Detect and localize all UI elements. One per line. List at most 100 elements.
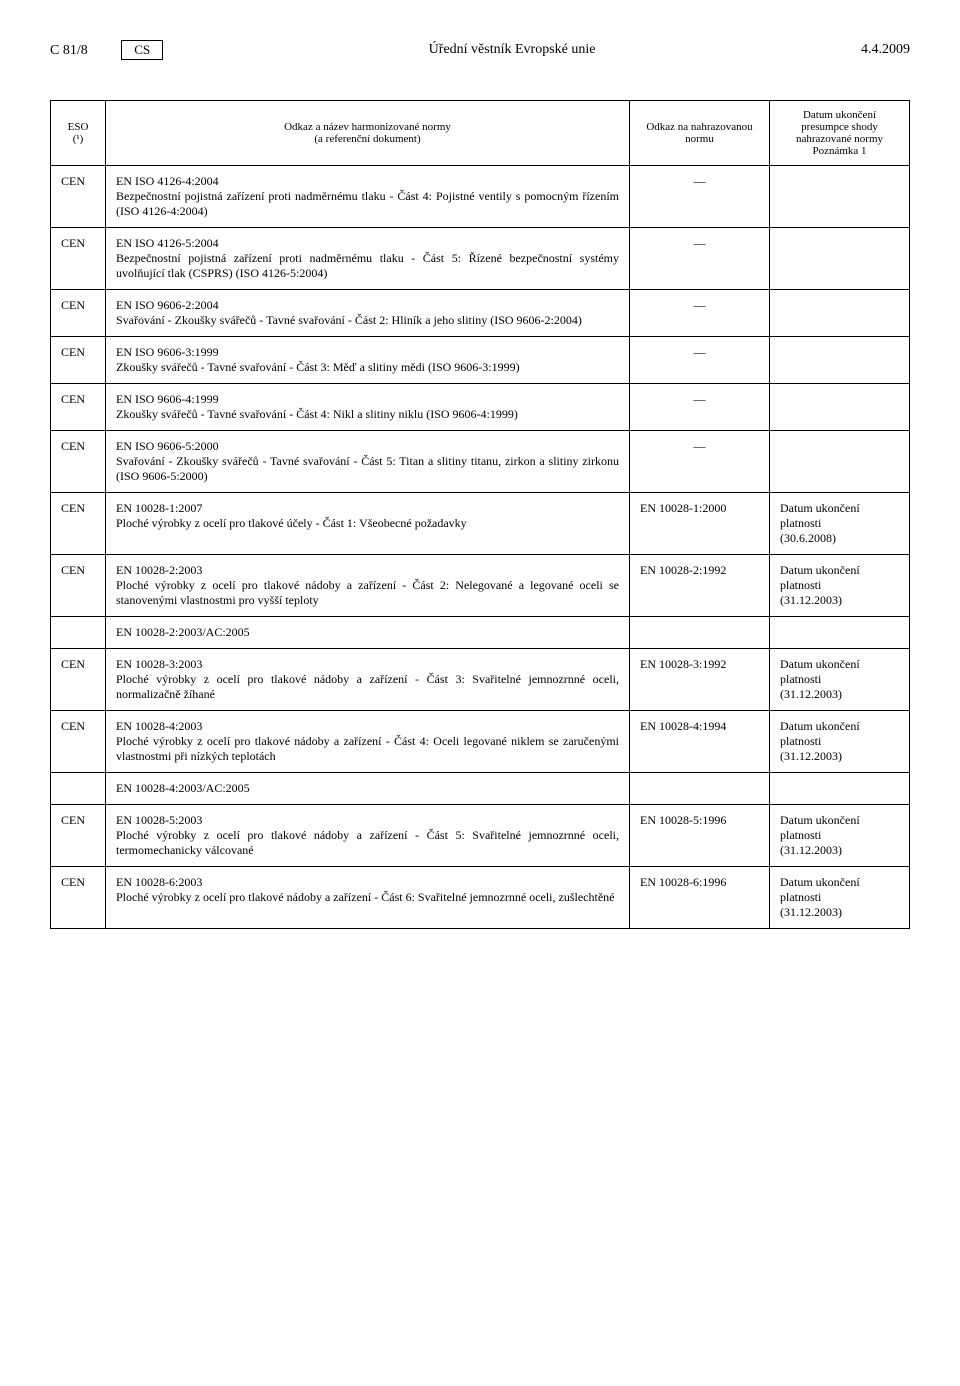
cell-ref: EN 10028-2:1992 bbox=[630, 555, 770, 617]
standard-desc: Ploché výrobky z ocelí pro tlakové účely… bbox=[116, 516, 619, 531]
cell-standard: EN 10028-4:2003/AC:2005 bbox=[106, 773, 630, 805]
cell-date: Datum ukončení platnosti (31.12.2003) bbox=[770, 649, 910, 711]
cell-ref bbox=[630, 773, 770, 805]
cell-date: Datum ukončení platnosti (30.6.2008) bbox=[770, 493, 910, 555]
standard-code: EN 10028-2:2003 bbox=[116, 563, 619, 578]
cell-date bbox=[770, 431, 910, 493]
col-eso: ESO (¹) bbox=[51, 101, 106, 166]
cell-standard: EN 10028-6:2003Ploché výrobky z ocelí pr… bbox=[106, 867, 630, 929]
cell-date: Datum ukončení platnosti (31.12.2003) bbox=[770, 805, 910, 867]
cell-standard: EN 10028-5:2003Ploché výrobky z ocelí pr… bbox=[106, 805, 630, 867]
cell-date bbox=[770, 166, 910, 228]
standard-code: EN ISO 4126-4:2004 bbox=[116, 174, 619, 189]
table-row: EN 10028-4:2003/AC:2005 bbox=[51, 773, 910, 805]
standard-code: EN 10028-3:2003 bbox=[116, 657, 619, 672]
standard-desc: Ploché výrobky z ocelí pro tlakové nádob… bbox=[116, 672, 619, 702]
cell-ref: EN 10028-4:1994 bbox=[630, 711, 770, 773]
standard-desc: Ploché výrobky z ocelí pro tlakové nádob… bbox=[116, 734, 619, 764]
standard-code: EN ISO 9606-5:2000 bbox=[116, 439, 619, 454]
cell-eso: CEN bbox=[51, 867, 106, 929]
cell-date: Datum ukončení platnosti (31.12.2003) bbox=[770, 555, 910, 617]
cell-ref: — bbox=[630, 384, 770, 431]
cell-standard: EN ISO 9606-4:1999Zkoušky svářečů - Tavn… bbox=[106, 384, 630, 431]
cell-eso: CEN bbox=[51, 555, 106, 617]
table-row: CEN EN 10028-2:2003Ploché výrobky z ocelí… bbox=[51, 555, 910, 617]
cell-standard: EN ISO 4126-4:2004Bezpečnostní pojistná … bbox=[106, 166, 630, 228]
cell-standard: EN 10028-3:2003Ploché výrobky z ocelí pr… bbox=[106, 649, 630, 711]
col-ref: Odkaz na nahrazovanou normu bbox=[630, 101, 770, 166]
cell-eso bbox=[51, 617, 106, 649]
cell-standard: EN ISO 9606-2:2004Svařování - Zkoušky sv… bbox=[106, 290, 630, 337]
table-row: EN 10028-2:2003/AC:2005 bbox=[51, 617, 910, 649]
cell-standard: EN ISO 9606-5:2000Svařování - Zkoušky sv… bbox=[106, 431, 630, 493]
table-row: CENEN ISO 9606-2:2004Svařování - Zkoušky… bbox=[51, 290, 910, 337]
standard-desc: Ploché výrobky z ocelí pro tlakové nádob… bbox=[116, 890, 619, 905]
cell-ref: EN 10028-6:1996 bbox=[630, 867, 770, 929]
standard-code: EN 10028-4:2003 bbox=[116, 719, 619, 734]
table-row: CENEN ISO 9606-3:1999Zkoušky svářečů - T… bbox=[51, 337, 910, 384]
cell-date: Datum ukončení platnosti (31.12.2003) bbox=[770, 867, 910, 929]
lang-badge: CS bbox=[121, 40, 163, 60]
cell-ref: — bbox=[630, 290, 770, 337]
standard-code: EN 10028-2:2003/AC:2005 bbox=[116, 625, 619, 640]
standard-desc: Svařování - Zkoušky svářečů - Tavné svař… bbox=[116, 454, 619, 484]
cell-eso: CEN bbox=[51, 711, 106, 773]
standard-code: EN 10028-4:2003/AC:2005 bbox=[116, 781, 619, 796]
standard-code: EN 10028-6:2003 bbox=[116, 875, 619, 890]
cell-eso: CEN bbox=[51, 805, 106, 867]
table-row: CENEN 10028-6:2003Ploché výrobky z ocelí… bbox=[51, 867, 910, 929]
cell-eso: CEN bbox=[51, 290, 106, 337]
standard-desc: Svařování - Zkoušky svářečů - Tavné svař… bbox=[116, 313, 619, 328]
cell-eso: CEN bbox=[51, 337, 106, 384]
standard-desc: Bezpečnostní pojistná zařízení proti nad… bbox=[116, 251, 619, 281]
cell-ref: — bbox=[630, 431, 770, 493]
table-row: CENEN 10028-3:2003Ploché výrobky z ocelí… bbox=[51, 649, 910, 711]
table-header-row: ESO (¹) Odkaz a název harmonizované norm… bbox=[51, 101, 910, 166]
cell-eso: CEN bbox=[51, 166, 106, 228]
table-row: CENEN ISO 9606-5:2000Svařování - Zkoušky… bbox=[51, 431, 910, 493]
standard-code: EN ISO 4126-5:2004 bbox=[116, 236, 619, 251]
cell-eso: CEN bbox=[51, 384, 106, 431]
page-header: C 81/8 CS Úřední věstník Evropské unie 4… bbox=[50, 40, 910, 60]
cell-standard: EN ISO 9606-3:1999Zkoušky svářečů - Tavn… bbox=[106, 337, 630, 384]
cell-ref: — bbox=[630, 228, 770, 290]
col-title: Odkaz a název harmonizované normy (a ref… bbox=[106, 101, 630, 166]
standard-desc: Ploché výrobky z ocelí pro tlakové nádob… bbox=[116, 578, 619, 608]
cell-date bbox=[770, 617, 910, 649]
cell-date bbox=[770, 384, 910, 431]
standard-code: EN ISO 9606-2:2004 bbox=[116, 298, 619, 313]
table-row: CENEN 10028-1:2007Ploché výrobky z ocelí… bbox=[51, 493, 910, 555]
cell-date: Datum ukončení platnosti (31.12.2003) bbox=[770, 711, 910, 773]
cell-standard: EN 10028-2:2003/AC:2005 bbox=[106, 617, 630, 649]
standard-code: EN 10028-5:2003 bbox=[116, 813, 619, 828]
cell-standard: EN 10028-1:2007Ploché výrobky z ocelí pr… bbox=[106, 493, 630, 555]
cell-ref: EN 10028-1:2000 bbox=[630, 493, 770, 555]
cell-date bbox=[770, 228, 910, 290]
cell-date bbox=[770, 337, 910, 384]
table-row: CENEN 10028-5:2003Ploché výrobky z ocelí… bbox=[51, 805, 910, 867]
standard-desc: Ploché výrobky z ocelí pro tlakové nádob… bbox=[116, 828, 619, 858]
cell-date bbox=[770, 773, 910, 805]
cell-eso bbox=[51, 773, 106, 805]
cell-standard: EN 10028-4:2003Ploché výrobky z ocelí pr… bbox=[106, 711, 630, 773]
standard-desc: Zkoušky svářečů - Tavné svařování - Část… bbox=[116, 360, 619, 375]
standard-code: EN ISO 9606-3:1999 bbox=[116, 345, 619, 360]
page-ref: C 81/8 bbox=[50, 43, 88, 58]
col-date: Datum ukončení presumpce shody nahrazova… bbox=[770, 101, 910, 166]
cell-ref bbox=[630, 617, 770, 649]
standard-code: EN ISO 9606-4:1999 bbox=[116, 392, 619, 407]
table-row: CENEN ISO 4126-4:2004Bezpečnostní pojist… bbox=[51, 166, 910, 228]
standard-code: EN 10028-1:2007 bbox=[116, 501, 619, 516]
cell-eso: CEN bbox=[51, 493, 106, 555]
journal-title: Úřední věstník Evropské unie bbox=[163, 42, 861, 58]
cell-eso: CEN bbox=[51, 431, 106, 493]
standard-desc: Zkoušky svářečů - Tavné svařování - Část… bbox=[116, 407, 619, 422]
cell-eso: CEN bbox=[51, 649, 106, 711]
table-row: CENEN 10028-4:2003Ploché výrobky z ocelí… bbox=[51, 711, 910, 773]
cell-ref: EN 10028-5:1996 bbox=[630, 805, 770, 867]
header-date: 4.4.2009 bbox=[861, 42, 910, 58]
standard-desc: Bezpečnostní pojistná zařízení proti nad… bbox=[116, 189, 619, 219]
standards-table: ESO (¹) Odkaz a název harmonizované norm… bbox=[50, 100, 910, 929]
header-left: C 81/8 CS bbox=[50, 40, 163, 60]
table-row: CENEN ISO 9606-4:1999Zkoušky svářečů - T… bbox=[51, 384, 910, 431]
